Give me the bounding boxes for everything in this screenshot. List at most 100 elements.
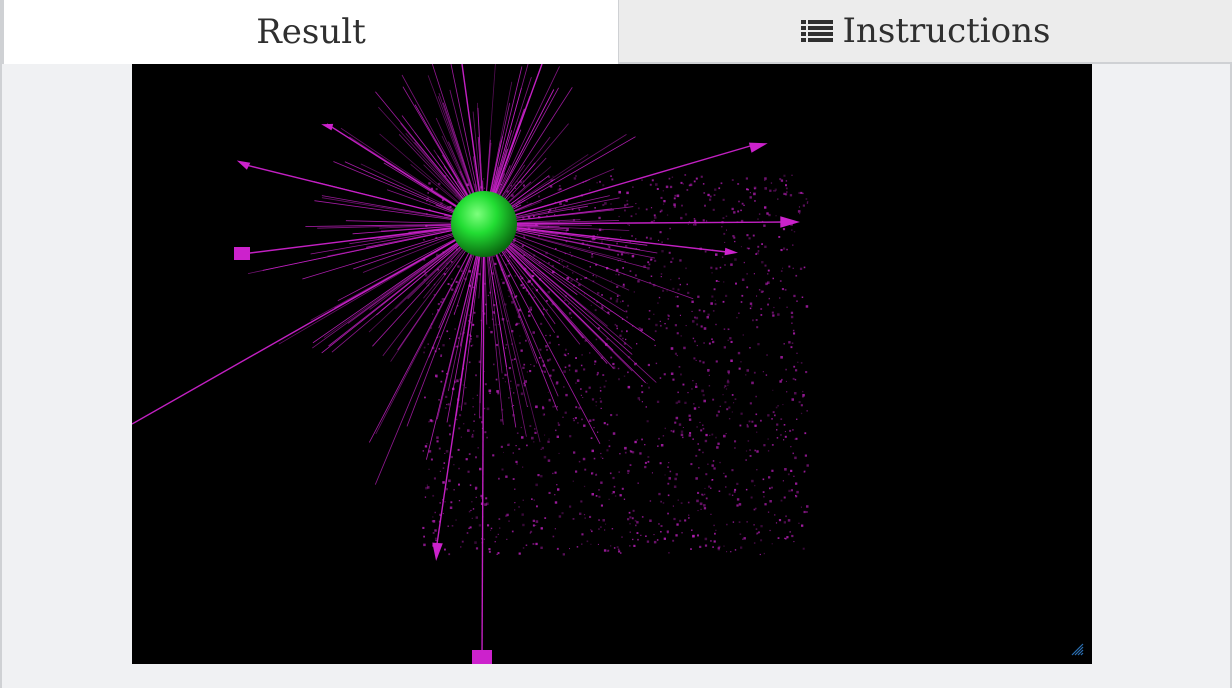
particle-dot (704, 250, 707, 253)
particle-dot (680, 430, 684, 433)
result-canvas[interactable] (132, 64, 1092, 664)
particle-dot (645, 208, 648, 211)
particle-dot (748, 420, 751, 423)
particle-dot (789, 194, 793, 197)
particle-dot (719, 266, 722, 269)
particle-dot (675, 473, 678, 476)
particle-dot (727, 379, 729, 382)
particle-dot (432, 494, 435, 497)
particle-dot (543, 260, 545, 262)
particle-dot (548, 438, 550, 440)
particle-dot (617, 253, 619, 256)
particle-dot (551, 302, 555, 306)
particle-dot (565, 348, 567, 351)
particle-dot (773, 190, 775, 192)
particle-dot (536, 505, 538, 508)
particle-dot (741, 202, 744, 205)
particle-dot (423, 351, 425, 354)
particle-dot (724, 401, 727, 404)
particle-dot (423, 258, 426, 261)
particle-dot (714, 303, 717, 306)
particle-dot (476, 394, 478, 396)
particle-dot (760, 539, 763, 542)
particle-dot (532, 524, 535, 527)
particle-dot (695, 454, 698, 457)
particle-dot (438, 335, 441, 338)
particle-dot (711, 338, 713, 340)
particle-dot (636, 439, 638, 441)
particle-dot (680, 373, 682, 376)
particle-dot (661, 250, 664, 253)
particle-dot (659, 210, 662, 213)
particle-dot (785, 368, 787, 371)
particle-dot (660, 500, 662, 503)
particle-dot (764, 245, 767, 248)
particle-dot (673, 203, 676, 206)
particle-dot (517, 229, 521, 232)
particle-dot (742, 538, 744, 540)
particle-dot (772, 277, 774, 280)
particle-dot (607, 244, 610, 247)
tab-instructions[interactable]: Instructions (619, 0, 1232, 64)
particle-dot (572, 418, 574, 420)
particle-dot (628, 224, 630, 226)
particle-dot (427, 284, 430, 287)
particle-dot (569, 251, 571, 254)
particle-dot (736, 482, 739, 485)
resize-grip-icon[interactable] (1068, 640, 1084, 656)
particle-dot (548, 211, 550, 213)
particle-dot (746, 286, 749, 289)
particle-dot (785, 537, 787, 540)
ray-line (312, 223, 485, 349)
particle-dot (670, 260, 673, 263)
particle-dot (505, 347, 507, 349)
3d-scene[interactable] (132, 64, 1092, 664)
particle-dot (765, 374, 768, 376)
particle-dot (483, 187, 485, 189)
particle-dot (610, 280, 612, 282)
particle-dot (513, 358, 516, 360)
particle-dot (753, 524, 755, 526)
particle-dot (665, 185, 669, 189)
particle-dot (544, 434, 546, 436)
particle-dot (513, 392, 515, 394)
particle-dot (746, 425, 749, 428)
particle-dot (546, 215, 548, 217)
particle-dot (628, 511, 631, 514)
particle-dot (634, 519, 637, 522)
particle-dot (640, 328, 643, 331)
particle-dot (761, 243, 763, 245)
particle-dot (515, 323, 518, 326)
particle-dot (781, 288, 784, 291)
particle-dot (695, 316, 699, 320)
particle-dot (740, 546, 743, 549)
particle-dot (497, 392, 500, 395)
ray-line (483, 223, 657, 383)
particle-dot (531, 498, 533, 500)
particle-dot (481, 421, 484, 424)
particle-dot (458, 247, 460, 249)
particle-dot (693, 224, 695, 226)
particle-dot (570, 317, 572, 319)
particle-dot (748, 248, 750, 250)
particle-dot (631, 451, 635, 454)
particle-dot (605, 380, 607, 382)
particle-dot (721, 256, 724, 258)
particle-dot (548, 176, 551, 178)
particle-dot (527, 215, 531, 219)
particle-dot (434, 511, 436, 514)
particle-dot (786, 536, 789, 539)
particle-dot (535, 483, 538, 487)
tab-result[interactable]: Result (2, 0, 619, 64)
particle-dot (747, 440, 750, 442)
particle-dot (610, 414, 613, 417)
particle-dot (725, 215, 728, 217)
particle-dot (519, 180, 522, 184)
particle-dot (777, 198, 779, 200)
particle-dot (558, 515, 562, 518)
particle-dot (474, 413, 476, 416)
particle-dot (569, 236, 571, 239)
particle-dot (514, 502, 516, 504)
particle-dot (699, 360, 702, 363)
particle-dot (509, 255, 511, 258)
